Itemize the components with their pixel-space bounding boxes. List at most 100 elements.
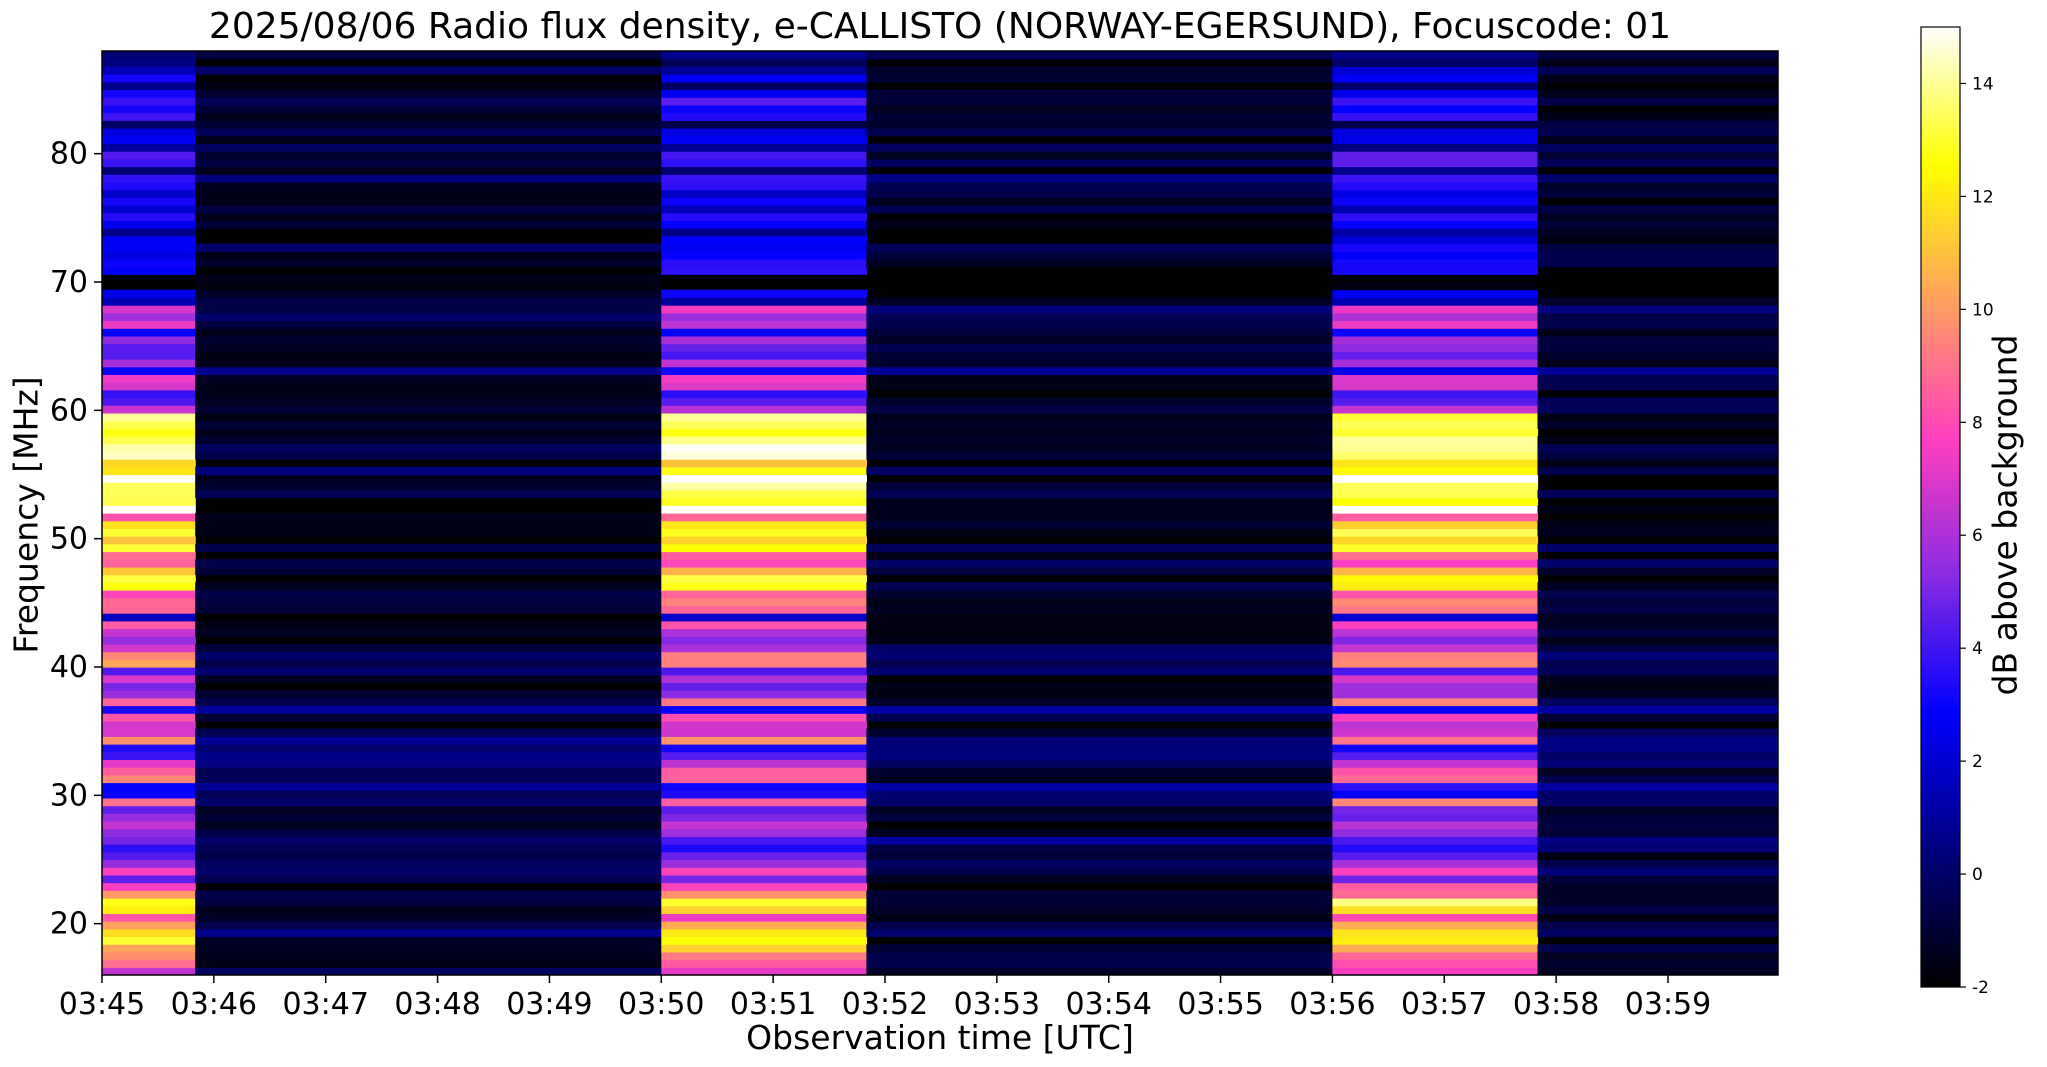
heatmap-cell (102, 582, 196, 591)
heatmap-cell (1332, 667, 1539, 676)
heatmap-cell (102, 443, 196, 452)
heatmap-cell (1332, 482, 1539, 491)
heatmap-cell (661, 397, 867, 406)
heatmap-cell (195, 405, 662, 414)
heatmap-cell (195, 343, 662, 352)
heatmap-cell (1332, 351, 1539, 360)
heatmap-cell (661, 443, 867, 452)
heatmap-cell (102, 436, 196, 445)
heatmap-cell (661, 744, 867, 753)
heatmap-cell (1537, 181, 1778, 191)
heatmap-cell (1332, 543, 1539, 553)
heatmap-cell (866, 197, 1334, 206)
heatmap-cell (102, 212, 196, 221)
heatmap-cell (102, 790, 196, 799)
y-tick-label: 80 (50, 137, 88, 172)
heatmap-cell (866, 859, 1334, 868)
heatmap-cell (866, 112, 1334, 121)
heatmap-cell (102, 205, 196, 214)
heatmap-cell (1332, 166, 1539, 175)
heatmap-cell (866, 913, 1334, 922)
heatmap-cell (1332, 836, 1539, 845)
heatmap-cell (195, 143, 662, 152)
heatmap-cell (1332, 605, 1539, 614)
heatmap-cell (195, 782, 662, 791)
heatmap-cell (661, 890, 867, 899)
heatmap-cell (102, 690, 196, 699)
heatmap-cell (1537, 690, 1778, 699)
heatmap-cell (195, 513, 662, 522)
heatmap-cell (195, 597, 662, 606)
heatmap-cell (195, 659, 662, 668)
heatmap-cell (661, 913, 867, 922)
heatmap-cell (1332, 143, 1539, 152)
heatmap-cell (195, 243, 662, 252)
heatmap-cell (1537, 659, 1778, 668)
heatmap-cell (1537, 905, 1778, 914)
heatmap-cell (866, 928, 1334, 938)
heatmap-cell (866, 967, 1334, 975)
heatmap-cell (1537, 951, 1778, 961)
heatmap-cell (1537, 66, 1778, 75)
heatmap-cell (866, 751, 1334, 760)
heatmap-cell (1332, 682, 1539, 691)
heatmap-cell (1332, 89, 1539, 98)
heatmap-cell (195, 643, 662, 653)
heatmap-cell (661, 720, 867, 730)
heatmap-cell (866, 420, 1334, 429)
heatmap-cell (866, 489, 1334, 499)
heatmap-cell (102, 374, 196, 383)
heatmap-cell (195, 628, 662, 637)
heatmap-cell (661, 559, 867, 568)
heatmap-cell (661, 759, 867, 768)
heatmap-cell (195, 951, 662, 961)
heatmap-cell (102, 189, 196, 198)
heatmap-cell (1537, 667, 1778, 676)
heatmap-cell (661, 828, 867, 837)
heatmap-cell (661, 312, 867, 322)
heatmap-cell (195, 166, 662, 175)
heatmap-cell (1332, 821, 1539, 830)
heatmap-cell (195, 543, 662, 553)
x-tick-label: 03:46 (171, 987, 257, 1022)
heatmap-cell (102, 797, 196, 807)
heatmap-cell (661, 767, 867, 776)
heatmap-cell (661, 905, 867, 914)
heatmap-cell (661, 659, 867, 668)
x-tick-label: 03:57 (1401, 987, 1487, 1022)
colorbar-tick-label: 14 (1972, 74, 1994, 94)
heatmap-cell (661, 967, 867, 975)
heatmap-cell (1537, 759, 1778, 768)
heatmap-cell (1332, 251, 1539, 260)
heatmap-cell (1537, 813, 1778, 822)
heatmap-cell (1332, 628, 1539, 637)
colorbar-tick-label: 12 (1972, 187, 1994, 207)
heatmap-cell (1332, 697, 1539, 707)
heatmap-cell (1537, 520, 1778, 529)
heatmap-cell (866, 143, 1334, 152)
heatmap-cell (102, 928, 196, 938)
heatmap-cell (102, 959, 196, 968)
heatmap-cell (1537, 158, 1778, 168)
heatmap-cell (1537, 928, 1778, 938)
heatmap-cell (866, 582, 1334, 591)
heatmap-cell (661, 505, 867, 514)
heatmap-cell (661, 228, 867, 237)
heatmap-cell (102, 828, 196, 837)
heatmap-cell (102, 536, 196, 545)
x-tick-label: 03:53 (954, 987, 1040, 1022)
heatmap-cell (195, 359, 662, 368)
heatmap-cell (661, 620, 867, 630)
heatmap-cell (102, 459, 196, 468)
heatmap-cell (195, 859, 662, 868)
heatmap-cell (195, 436, 662, 445)
heatmap-cell (195, 667, 662, 676)
heatmap-cell (866, 189, 1334, 198)
heatmap-cell (866, 697, 1334, 707)
heatmap-cell (866, 543, 1334, 553)
colorbar-tick-label: 4 (1972, 639, 1983, 659)
heatmap-cell (1332, 736, 1539, 745)
heatmap-cell (1332, 412, 1539, 422)
heatmap-cell (1537, 328, 1778, 337)
heatmap-cell (866, 713, 1334, 722)
